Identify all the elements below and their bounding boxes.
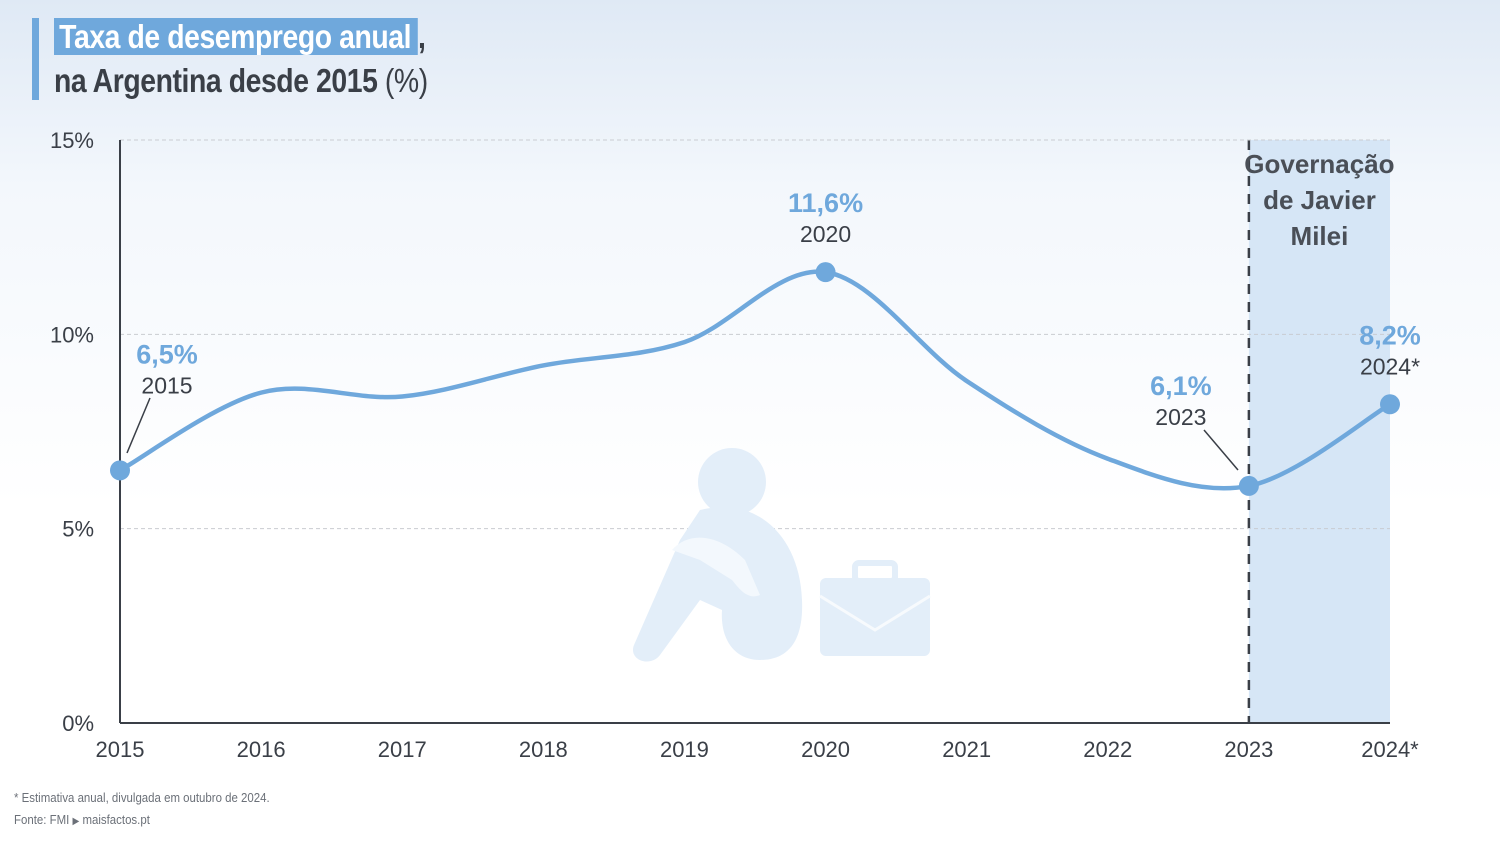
- data-point: [110, 460, 130, 481]
- label-layer: 6,5% 2015 11,6% 2020 6,1% 2023 8,2% 2024*: [126, 188, 1421, 471]
- x-tick-label: 2018: [519, 737, 568, 762]
- title-line-2: na Argentina desde 2015 (%): [54, 62, 428, 100]
- source-arrow-icon: ▶: [72, 816, 80, 827]
- x-tick-label: 2024*: [1361, 737, 1419, 762]
- data-label-year: 2024*: [1360, 353, 1420, 379]
- data-label-value: 8,2%: [1359, 320, 1421, 350]
- data-point: [1380, 394, 1400, 415]
- data-point: [815, 262, 836, 283]
- x-tick-label: 2017: [378, 737, 427, 762]
- title-comma: ,: [417, 18, 426, 55]
- x-tick-label: 2020: [801, 737, 850, 762]
- title-line-1: Taxa de desemprego anual,: [54, 18, 426, 56]
- data-label-year: 2023: [1155, 404, 1206, 430]
- title-highlighted-text: Taxa de desemprego anual: [54, 18, 418, 55]
- y-tick-label: 5%: [62, 517, 94, 542]
- grid-layer: [120, 139, 1390, 530]
- x-tick-label: 2019: [660, 737, 709, 762]
- sad-person-with-briefcase-icon: [632, 448, 931, 662]
- axis-layer: 0% 5% 10% 15% 2015 2016 2017 2018 2019 2020 2021 20…: [50, 128, 1419, 762]
- shaded-region-label: de Javier: [1263, 185, 1376, 215]
- x-tick-label: 2015: [96, 737, 145, 762]
- x-tick-label: 2022: [1083, 737, 1132, 762]
- leader-line: [1203, 429, 1239, 471]
- shaded-region-label: Milei: [1291, 221, 1349, 251]
- series-layer: [110, 262, 1400, 496]
- x-tick-label: 2023: [1224, 737, 1273, 762]
- title-unit: (%): [384, 62, 428, 99]
- y-tick-label: 10%: [50, 322, 94, 347]
- y-tick-label: 0%: [62, 711, 94, 736]
- y-tick-label: 15%: [50, 128, 94, 153]
- source-prefix: Fonte: FMI: [14, 812, 70, 827]
- series-line: [117, 269, 1393, 491]
- footnote: * Estimativa anual, divulgada em outubro…: [14, 790, 270, 805]
- title-subject: na Argentina desde 2015: [54, 62, 378, 99]
- shaded-region: [1248, 140, 1390, 723]
- source-line: Fonte: FMI ▶ maisfactos.pt: [14, 812, 150, 827]
- leader-line: [126, 397, 151, 454]
- shaded-region-layer: Governação de Javier Milei: [1244, 140, 1395, 723]
- data-label-value: 6,5%: [136, 339, 198, 369]
- shaded-region-label: Governação: [1244, 149, 1394, 179]
- title-accent-bar: [32, 18, 39, 100]
- x-tick-label: 2016: [237, 737, 286, 762]
- data-label-year: 2020: [800, 221, 851, 247]
- data-label-value: 11,6%: [788, 188, 863, 218]
- data-point: [1238, 475, 1259, 496]
- source-site: maisfactos.pt: [82, 812, 150, 827]
- x-tick-label: 2021: [942, 737, 991, 762]
- data-label-value: 6,1%: [1150, 371, 1212, 401]
- data-label-year: 2015: [141, 372, 192, 398]
